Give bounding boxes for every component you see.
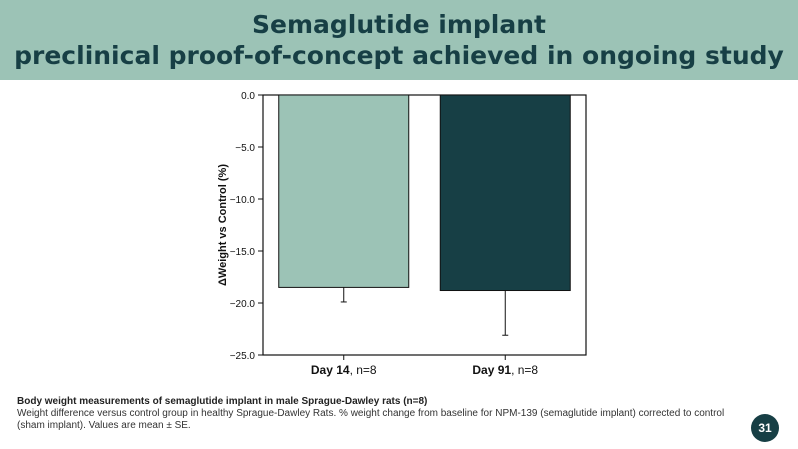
bar [278,94,410,288]
plot-frame [262,94,587,356]
y-tick-label: −5.0 [235,143,255,154]
page-number-badge: 31 [751,414,779,442]
y-tick-label: 0.0 [241,91,255,102]
page-title-line-1: Semaglutide implant [252,10,546,39]
bar [439,94,571,292]
y-tick-label: −20.0 [230,299,256,310]
y-tick-label: −10.0 [230,195,256,206]
caption-body: Weight difference versus control group i… [17,408,725,431]
x-category-label: Day 14, n=8 [311,363,377,377]
y-tick-label: −25.0 [230,351,256,362]
page-title-line-2: preclinical proof-of-concept achieved in… [14,41,784,70]
y-axis-title: ΔWeight vs Control (%) [217,164,229,286]
x-category-label: Day 91, n=8 [472,363,538,377]
header-banner: Semaglutide implant preclinical proof-of… [0,0,798,80]
y-tick-label: −15.0 [230,247,256,258]
caption-title: Body weight measurements of semaglutide … [17,396,428,407]
